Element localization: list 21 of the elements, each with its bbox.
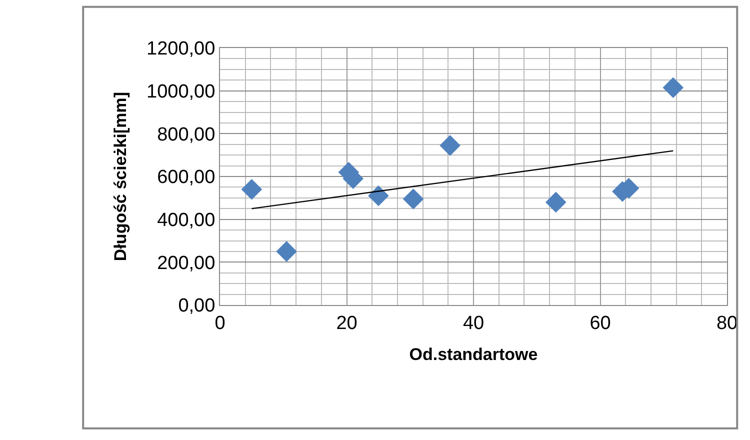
point xyxy=(662,77,684,98)
y-tick-label: 0,00 xyxy=(178,296,216,317)
y-axis-title: Długość ścieżki[mm] xyxy=(111,92,130,262)
point xyxy=(402,188,424,210)
point xyxy=(276,241,297,262)
y-tick-label: 200,00 xyxy=(157,252,216,274)
x-tick-label: 20 xyxy=(336,312,358,334)
x-tick-label: 80 xyxy=(716,312,738,334)
x-tick-label: 60 xyxy=(590,312,611,334)
x-axis-title: Od.standartowe xyxy=(409,345,538,364)
point xyxy=(440,135,460,156)
y-tick-label: 1000,00 xyxy=(146,81,216,102)
y-tick-label: 1200,00 xyxy=(146,38,216,60)
point xyxy=(545,192,566,213)
y-tick-label: 400,00 xyxy=(157,210,216,231)
x-tick-label: 40 xyxy=(462,312,484,334)
point xyxy=(241,178,262,200)
y-tick-label: 600,00 xyxy=(157,167,216,188)
point xyxy=(368,185,389,206)
x-tick-label: 0 xyxy=(214,312,226,334)
y-tick-label: 800,00 xyxy=(157,124,216,146)
